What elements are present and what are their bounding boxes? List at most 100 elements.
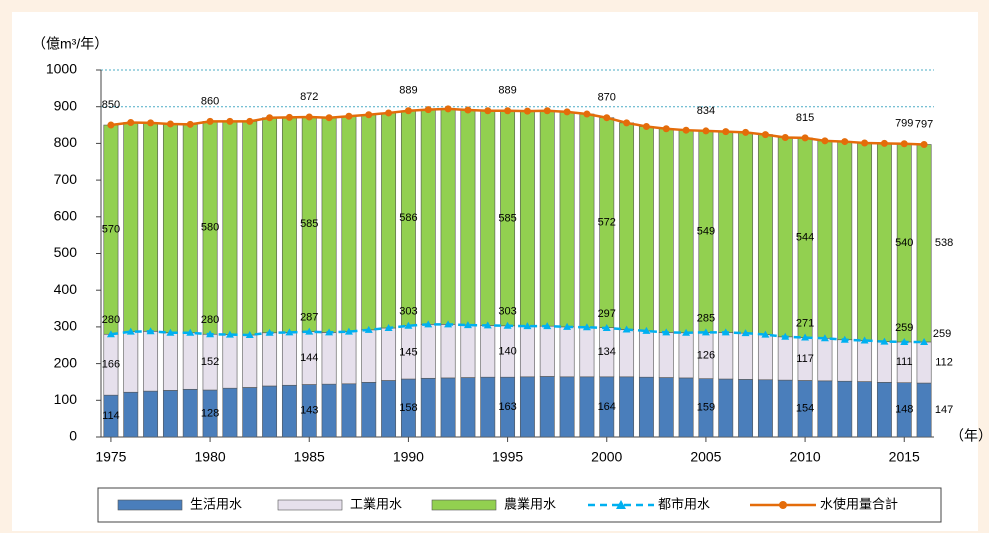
legend-swatch	[117, 499, 183, 511]
y-tick-label: 800	[54, 134, 78, 150]
bar-segment	[242, 121, 258, 336]
line-marker	[900, 140, 908, 148]
bar-segment	[678, 332, 694, 379]
line-marker	[166, 328, 175, 336]
legend-label: 工業用水	[350, 496, 402, 511]
segment-label: 154	[796, 403, 814, 415]
point-label: 850	[102, 99, 120, 111]
y-tick-label: 100	[54, 391, 78, 407]
legend-swatch	[277, 499, 343, 511]
segment-label: 163	[498, 401, 516, 413]
bar-segment	[539, 110, 555, 327]
y-tick-label: 200	[54, 354, 78, 370]
line-marker	[404, 321, 413, 329]
x-axis-label: （年）	[950, 428, 989, 444]
bar-segment	[222, 121, 238, 335]
legend-swatch	[431, 499, 497, 511]
bar-segment	[817, 380, 833, 438]
bar-segment	[341, 331, 357, 385]
bar-segment	[519, 110, 535, 327]
x-tick-label: 1985	[294, 449, 325, 465]
line-marker	[701, 328, 710, 336]
line-marker	[523, 107, 531, 115]
line-marker	[821, 137, 829, 145]
point-label: 285	[697, 312, 715, 324]
bar-segment	[222, 387, 238, 438]
line-marker	[444, 320, 453, 328]
line-marker	[820, 334, 829, 342]
bar-segment	[638, 376, 654, 438]
bar-segment	[876, 341, 892, 383]
line-marker	[166, 120, 174, 128]
line-marker	[305, 113, 313, 121]
line-marker	[126, 327, 135, 335]
line-marker	[523, 322, 532, 330]
bar-segment	[559, 111, 575, 328]
line-marker	[602, 324, 611, 332]
legend-swatch	[779, 501, 787, 509]
line-marker	[761, 131, 769, 139]
point-label: 815	[796, 112, 814, 124]
bar-segment	[658, 377, 674, 438]
line-marker	[424, 320, 433, 328]
line-marker	[385, 109, 393, 117]
x-tick-label: 2000	[591, 449, 622, 465]
segment-label: 147	[935, 404, 953, 416]
line-marker	[127, 118, 135, 126]
line-marker	[226, 117, 234, 125]
line-marker	[623, 119, 631, 127]
bar-segment	[619, 329, 635, 378]
point-label: 872	[300, 91, 318, 103]
segment-label: 111	[896, 356, 913, 368]
line-marker	[861, 139, 869, 147]
bar-segment	[916, 341, 932, 384]
line-marker	[463, 321, 472, 329]
line-marker	[345, 112, 353, 120]
point-label: 834	[697, 105, 715, 117]
line-marker	[107, 121, 115, 129]
line-marker	[285, 328, 294, 336]
legend-label: 生活用水	[190, 496, 242, 511]
bar-segment	[876, 382, 892, 438]
bar-segment	[321, 332, 337, 385]
y-tick-label: 600	[54, 208, 78, 224]
bar-segment	[738, 332, 754, 380]
line-marker	[682, 126, 690, 134]
bar-segment	[480, 376, 496, 438]
line-marker	[147, 119, 155, 127]
bar-segment	[420, 109, 436, 325]
line-marker	[563, 108, 571, 116]
bar-segment	[539, 325, 555, 377]
x-tick-label: 1975	[95, 449, 126, 465]
point-label: 259	[933, 328, 951, 340]
bar-segment	[837, 141, 853, 341]
segment-label: 585	[498, 212, 516, 224]
bar-segment	[658, 128, 674, 333]
bar-segment	[361, 114, 377, 331]
line-marker	[880, 337, 889, 345]
line-marker	[325, 328, 334, 336]
line-marker	[801, 134, 809, 142]
segment-label: 159	[697, 402, 715, 414]
segment-label: 145	[399, 346, 417, 358]
series-line	[110, 323, 925, 344]
bar-segment	[262, 332, 278, 387]
segment-label: 585	[300, 218, 318, 230]
bar-segment	[262, 385, 278, 438]
bar-segment	[162, 390, 178, 438]
line-marker	[245, 330, 254, 338]
line-marker	[840, 335, 849, 343]
point-label: 797	[915, 118, 933, 130]
point-label: 280	[201, 314, 219, 326]
bar-segment	[718, 332, 734, 380]
segment-label: 152	[201, 356, 219, 368]
line-marker	[543, 107, 551, 115]
line-marker	[622, 325, 631, 333]
line-marker	[246, 117, 254, 125]
line-marker	[365, 111, 373, 119]
segment-label: 549	[697, 226, 715, 238]
bar-segment	[321, 383, 337, 438]
bar-segment	[658, 332, 674, 378]
bar-segment	[242, 334, 258, 388]
x-tick-label: 2005	[690, 449, 721, 465]
